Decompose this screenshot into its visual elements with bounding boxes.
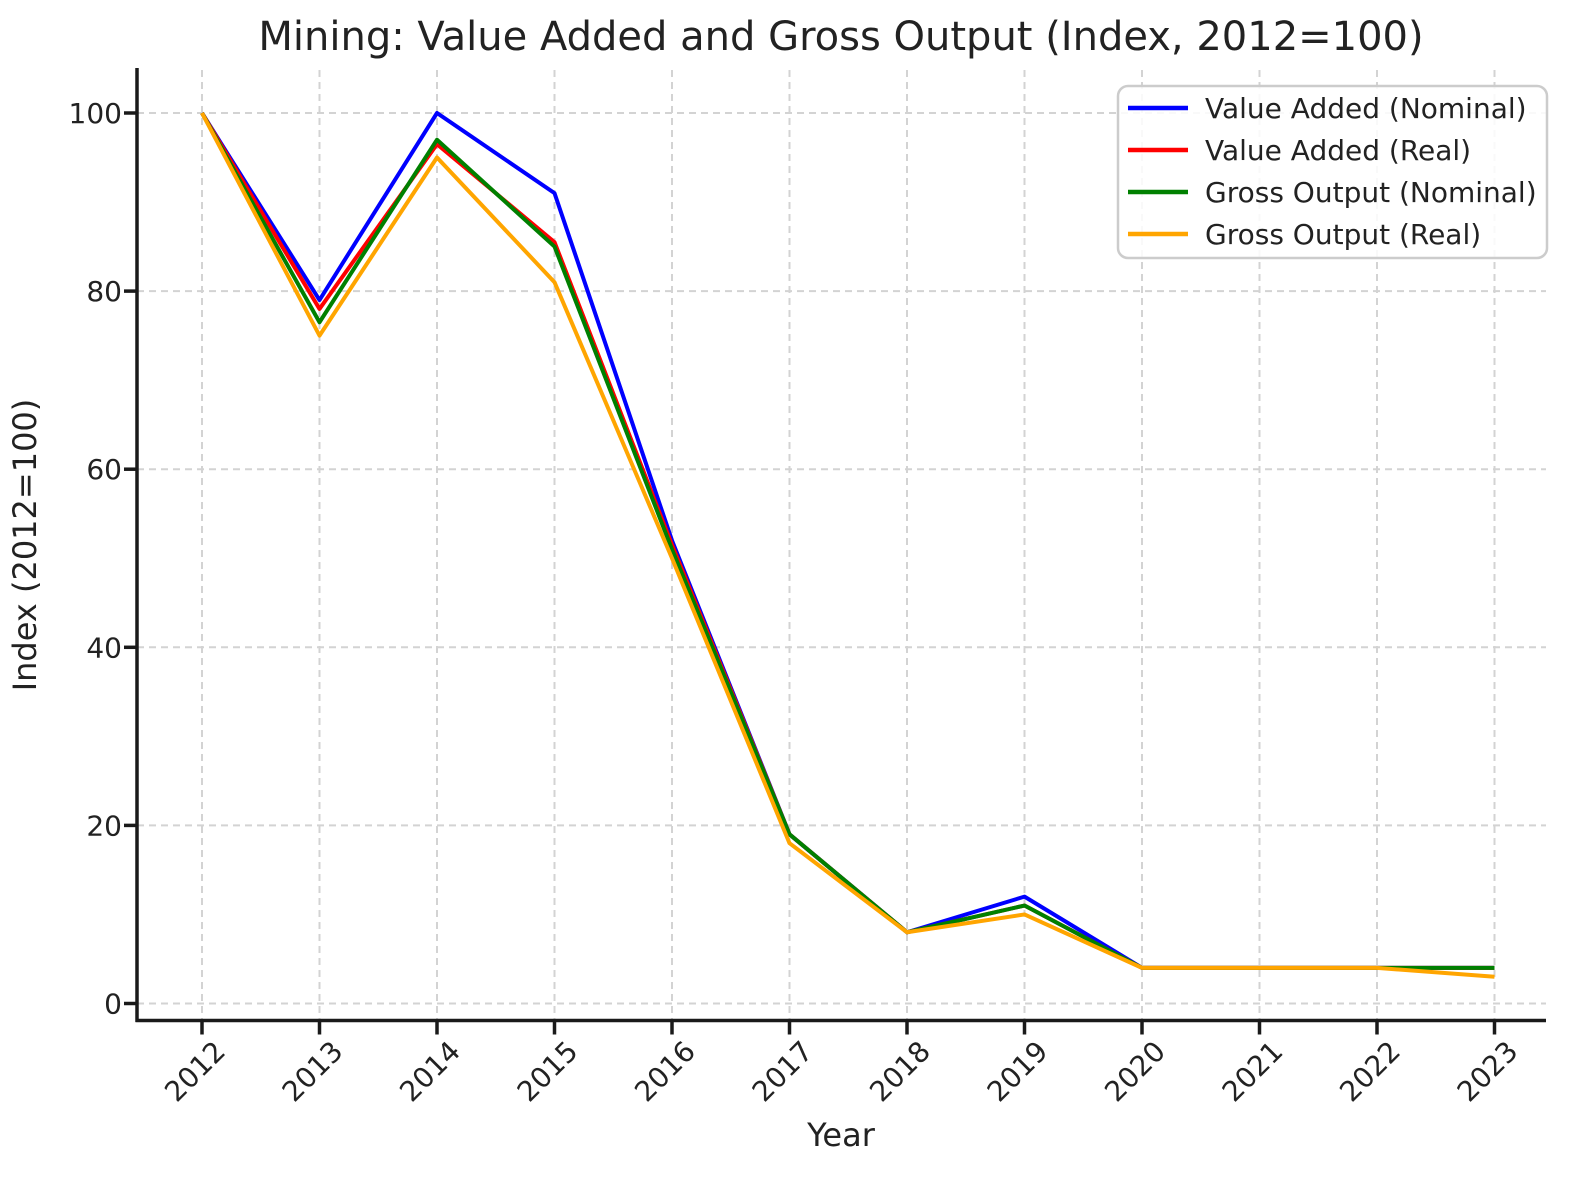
y-tick-label: 40 [86, 631, 122, 664]
x-tick-label: 2022 [1333, 1035, 1407, 1109]
axis-ticks [124, 111, 1497, 1035]
y-axis-label: Index (2012=100) [6, 399, 44, 692]
x-tick-label: 2015 [511, 1035, 585, 1109]
y-tick-label: 20 [86, 809, 122, 842]
x-tick-label: 2021 [1216, 1035, 1290, 1109]
x-tick-label: 2018 [863, 1035, 937, 1109]
legend-label: Value Added (Nominal) [1205, 92, 1527, 125]
x-tick-label: 2012 [158, 1035, 232, 1109]
x-tick-label: 2017 [746, 1035, 820, 1109]
axes-spines [135, 68, 1546, 1023]
legend: Value Added (Nominal) Value Added (Real) G… [1116, 84, 1549, 260]
legend-item-value-added-nominal: Value Added (Nominal) [1128, 92, 1527, 125]
legend-box [1116, 84, 1549, 260]
x-tick-label: 2013 [276, 1035, 350, 1109]
series-line-gross-output-real [200, 112, 1495, 979]
y-tick-label: 100 [69, 97, 122, 130]
legend-item-value-added-real: Value Added (Real) [1128, 134, 1471, 167]
legend-label: Gross Output (Real) [1205, 218, 1481, 251]
y-tick-label: 80 [86, 275, 122, 308]
legend-item-gross-output-nominal: Gross Output (Nominal) [1128, 176, 1537, 209]
legend-item-gross-output-real: Gross Output (Real) [1128, 218, 1481, 251]
x-tick-label: 2023 [1451, 1035, 1525, 1109]
x-tick-label: 2014 [393, 1035, 467, 1109]
y-tick-label: 60 [86, 453, 122, 486]
chart-title: Mining: Value Added and Gross Output (In… [258, 14, 1423, 60]
x-tick-label: 2019 [981, 1035, 1055, 1109]
y-tick-label: 0 [104, 988, 122, 1021]
x-axis-label: Year [806, 1116, 876, 1154]
x-tick-label: 2020 [1098, 1035, 1172, 1109]
x-tick-label: 2016 [628, 1035, 702, 1109]
legend-label: Value Added (Real) [1205, 134, 1471, 167]
legend-label: Gross Output (Nominal) [1205, 176, 1537, 209]
series-lines [200, 111, 1495, 979]
